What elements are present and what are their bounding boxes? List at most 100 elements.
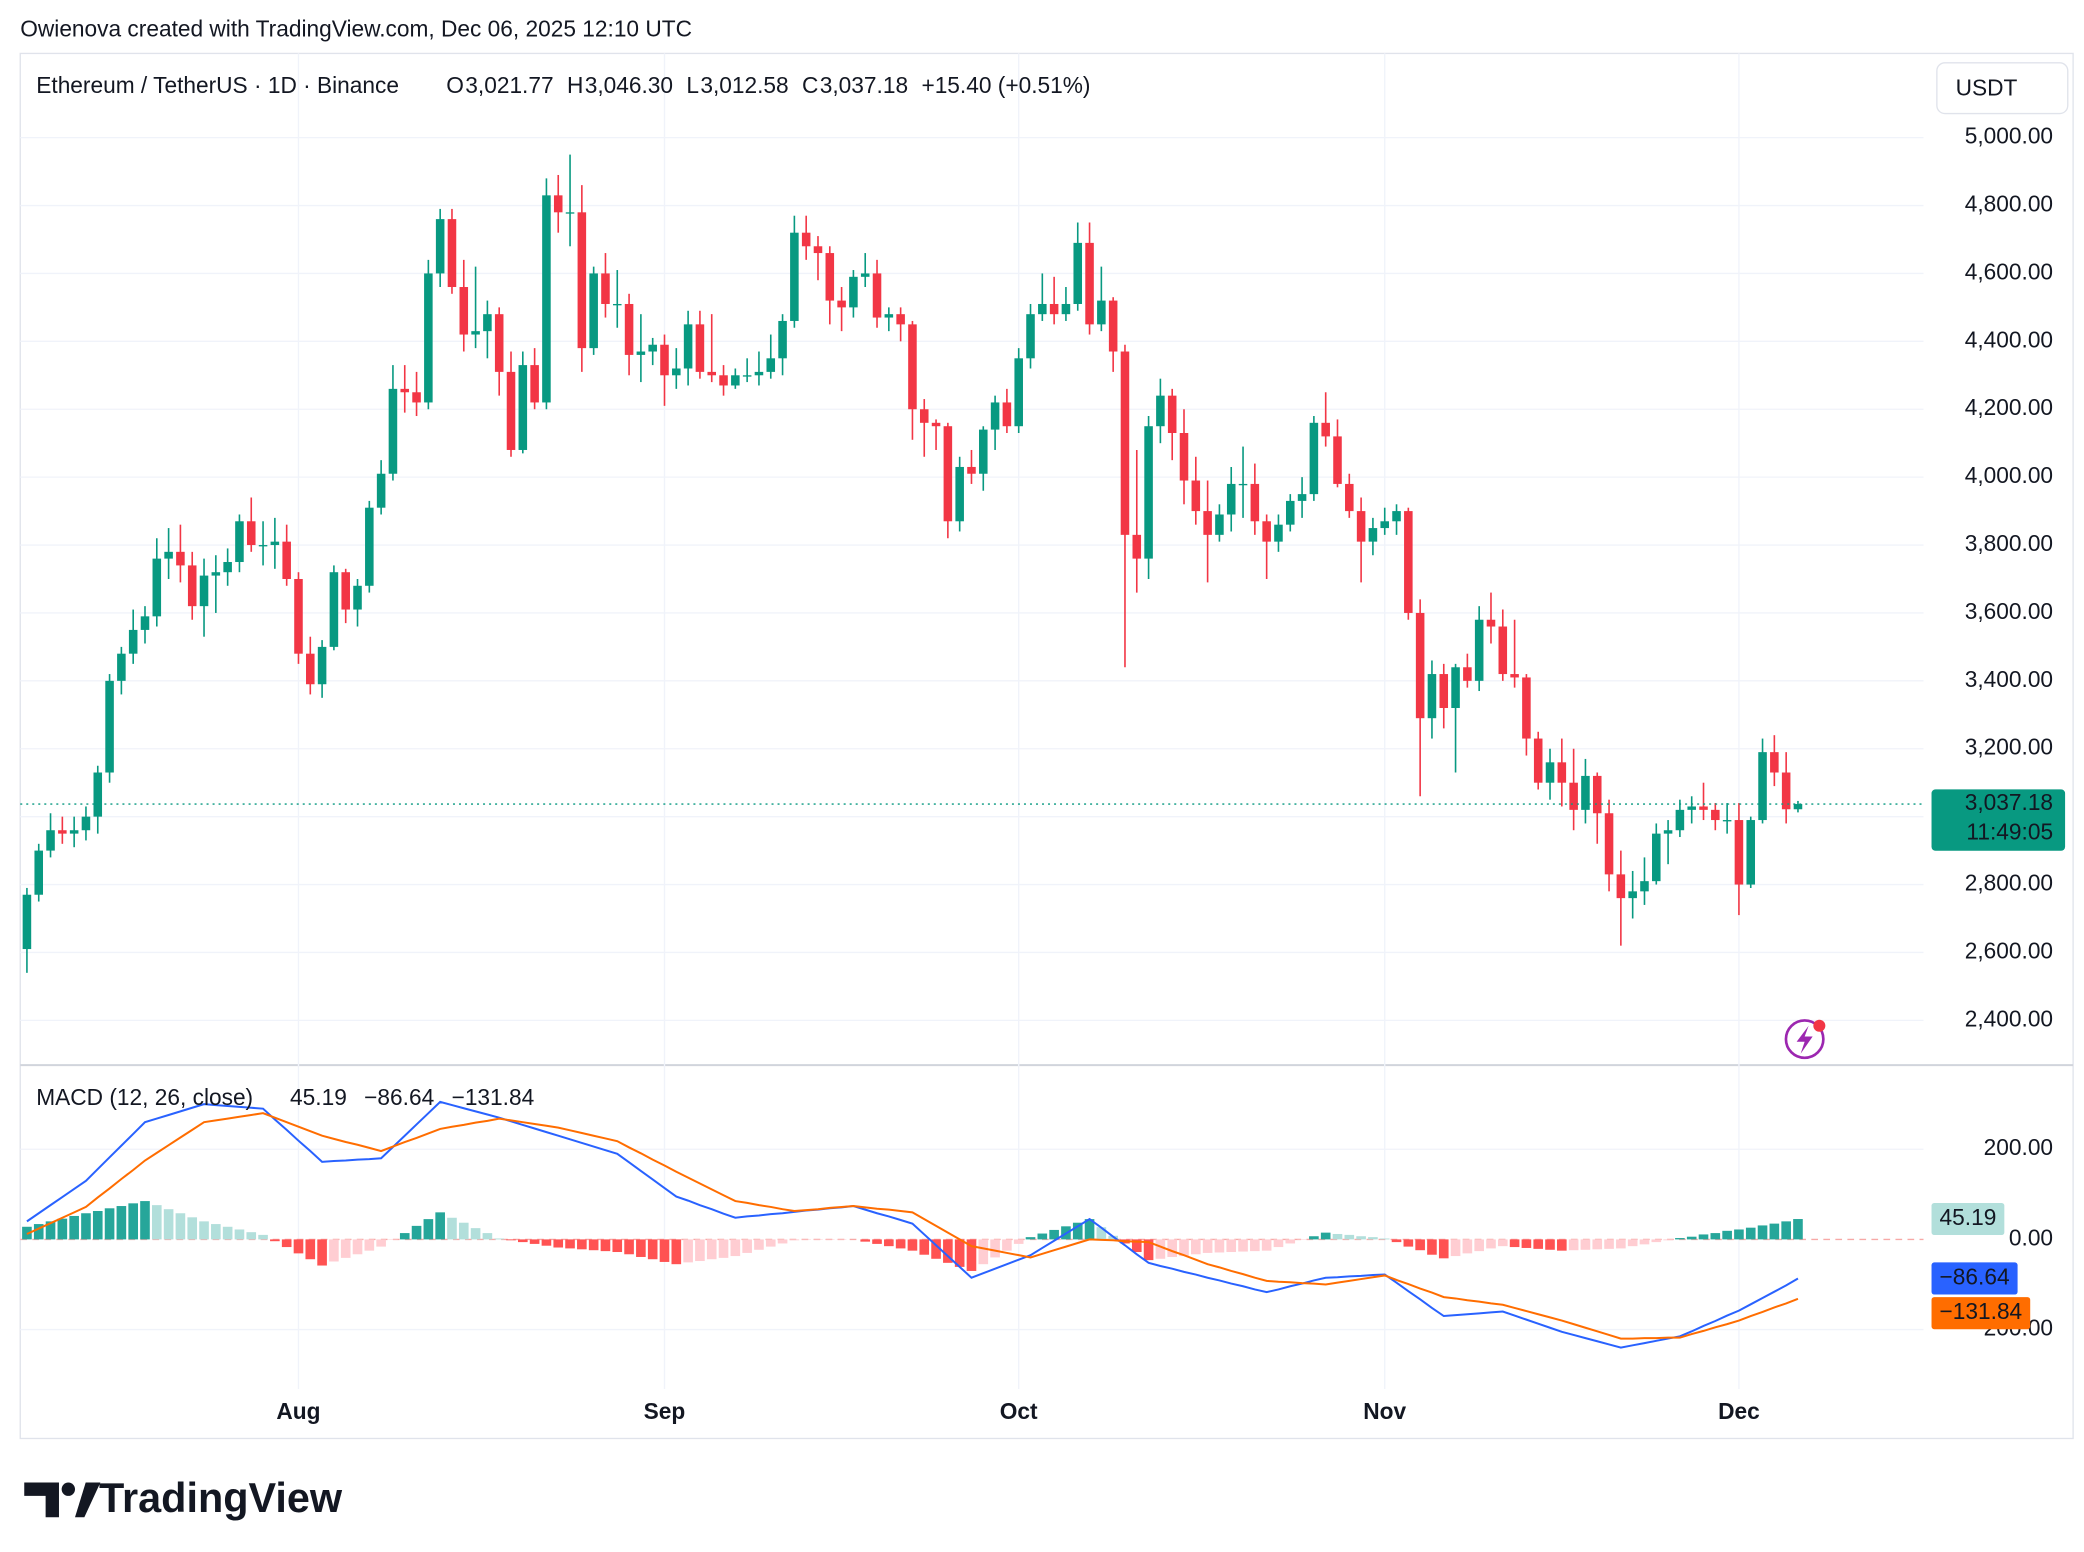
histogram-bar xyxy=(1013,1239,1024,1244)
candle-body xyxy=(69,830,79,834)
histogram-bar xyxy=(81,1213,91,1240)
candle-body xyxy=(754,371,764,376)
histogram-bar xyxy=(577,1239,587,1250)
legend-value: 45.19 xyxy=(290,1084,347,1110)
histogram-bar xyxy=(1226,1239,1237,1253)
candle-body xyxy=(1191,480,1201,512)
candle-body xyxy=(471,331,480,335)
candle-body xyxy=(1533,738,1543,783)
histogram-bar xyxy=(470,1228,481,1240)
candle-body xyxy=(530,365,539,403)
currency-button[interactable] xyxy=(1936,62,2069,115)
alert-bolt[interactable] xyxy=(1796,1025,1813,1054)
histogram-bar xyxy=(1521,1239,1532,1248)
histogram-bar xyxy=(376,1239,386,1247)
histogram-bar xyxy=(600,1239,611,1252)
candle-body xyxy=(1274,524,1283,542)
ohlc-key: L xyxy=(686,72,699,98)
alert-icon[interactable] xyxy=(1784,1019,1826,1060)
histogram-bar xyxy=(518,1239,528,1243)
logo-slash xyxy=(75,1482,101,1518)
histogram-bar xyxy=(1344,1234,1355,1240)
histogram-bar xyxy=(1191,1239,1201,1255)
candle-body xyxy=(34,850,44,895)
histogram-bar xyxy=(211,1224,221,1240)
candle-body xyxy=(294,578,303,654)
candle-body xyxy=(919,409,929,423)
candle-body xyxy=(1628,891,1637,899)
histogram-bar xyxy=(978,1239,989,1265)
candle-body xyxy=(1663,830,1673,834)
histogram-bar xyxy=(742,1239,752,1253)
candle-body xyxy=(672,368,681,376)
x-tick-label: Nov xyxy=(1363,1398,1406,1424)
value-box xyxy=(1931,1202,2005,1236)
histogram-bar xyxy=(258,1234,268,1240)
symbol-title: Ethereum / TetherUS · 1D · Binance xyxy=(36,72,399,98)
x-tick-label: Aug xyxy=(276,1398,320,1424)
histogram-bar xyxy=(931,1239,941,1259)
histogram-bar xyxy=(222,1226,233,1240)
y-tick-label: 3,200.00 xyxy=(1965,734,2053,760)
marks xyxy=(20,154,1924,1349)
histogram-bar xyxy=(163,1209,174,1240)
y-tick-label: 0.00 xyxy=(2009,1224,2053,1250)
candle-body xyxy=(1404,511,1413,613)
histogram-bar xyxy=(1651,1239,1662,1243)
histogram-bar xyxy=(92,1210,103,1240)
candle-body xyxy=(542,195,551,403)
candle-body xyxy=(1156,395,1165,427)
histogram-bar xyxy=(765,1239,776,1247)
histogram-bar xyxy=(506,1239,516,1241)
histogram-bar xyxy=(1214,1239,1225,1253)
currency[interactable]: USDT xyxy=(1956,74,2018,100)
histogram-bar xyxy=(612,1239,623,1253)
alert-dot[interactable] xyxy=(1813,1019,1826,1032)
candle-body xyxy=(1758,752,1767,821)
histogram-bar xyxy=(907,1239,918,1251)
y-tick-label: 2,800.00 xyxy=(1965,870,2053,896)
histogram-bar xyxy=(482,1233,493,1240)
candle-body xyxy=(778,320,787,359)
candle-body xyxy=(365,507,374,586)
candle-body xyxy=(353,585,362,610)
histogram-bar xyxy=(1072,1222,1083,1240)
candle-body xyxy=(282,541,291,579)
candle-body xyxy=(258,545,268,547)
candle-body xyxy=(1167,395,1177,434)
candle-body xyxy=(81,816,91,831)
candle-body xyxy=(1297,494,1307,501)
histogram-bar xyxy=(1686,1236,1697,1240)
candle-body xyxy=(801,232,811,247)
histogram-bar xyxy=(1557,1239,1567,1251)
candle-body xyxy=(1510,674,1519,678)
candle-body xyxy=(1073,242,1083,304)
histogram-bar xyxy=(1438,1239,1449,1259)
histogram-bar xyxy=(140,1201,150,1240)
histogram-bar xyxy=(1639,1239,1650,1245)
candle-body xyxy=(837,300,846,308)
candle-body xyxy=(1014,358,1023,427)
alert-ring[interactable] xyxy=(1784,1019,1825,1060)
histogram-bar xyxy=(529,1239,540,1244)
histogram-bar xyxy=(1025,1237,1036,1240)
histogram-bar xyxy=(187,1217,198,1240)
histogram-bar xyxy=(1273,1239,1284,1248)
y-tick-label: 2,400.00 xyxy=(1965,1005,2053,1031)
candle-body xyxy=(199,575,209,607)
candle-body xyxy=(459,287,469,335)
histogram-bar xyxy=(624,1239,634,1255)
value-box-label: −131.84 xyxy=(1940,1298,2023,1324)
candle-body xyxy=(1569,782,1578,810)
histogram-bar xyxy=(565,1239,575,1249)
candle-body xyxy=(1746,820,1756,885)
histogram-bar xyxy=(458,1222,469,1240)
histogram-bar xyxy=(1568,1239,1579,1251)
candle-body xyxy=(1675,809,1685,831)
candle-body xyxy=(1734,820,1744,885)
candle-body xyxy=(1132,534,1142,559)
histogram-bar xyxy=(1427,1239,1437,1255)
